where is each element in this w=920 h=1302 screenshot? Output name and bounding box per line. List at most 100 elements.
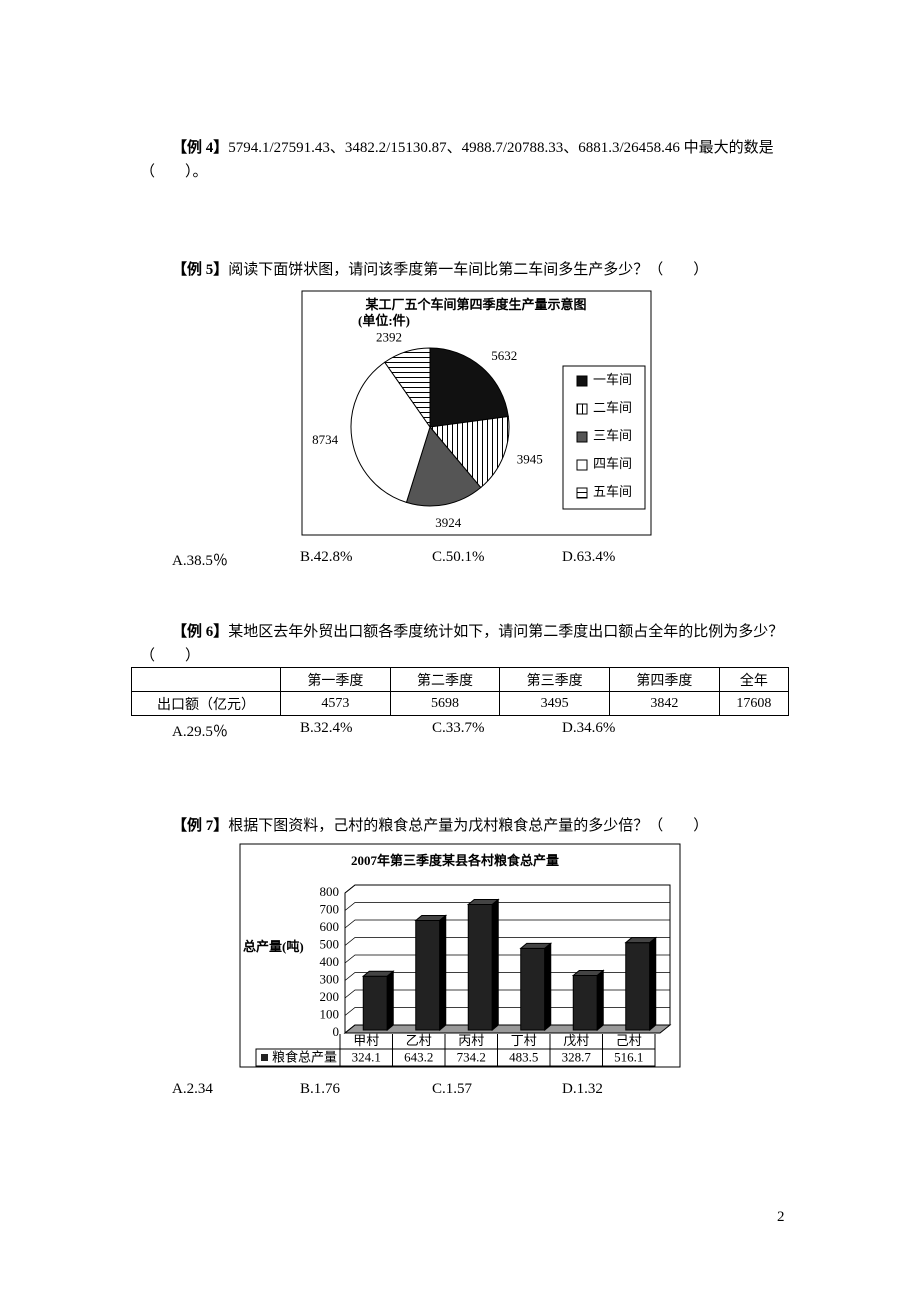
label: 【例 5】	[172, 262, 229, 278]
bar	[519, 942, 553, 1032]
label: 【例 7】	[172, 818, 229, 834]
example-7: 【例 7】根据下图资料，己村的粮食总产量为戊村粮食总产量的多少倍？（ ）	[172, 814, 708, 838]
bar-face	[625, 942, 651, 1031]
legend-label: 二车间	[593, 400, 632, 415]
example-5: 【例 5】阅读下面饼状图，请问该季度第一车间比第二车间多生产多少？（ ）	[172, 258, 708, 282]
x-tick-label: 丙村	[458, 1033, 484, 1048]
x-tick-label: 乙村	[406, 1033, 432, 1048]
data-label: 328.7	[562, 1049, 592, 1064]
bar	[361, 970, 395, 1032]
y-tick-label: 800	[320, 884, 340, 899]
data-label: 643.2	[404, 1049, 433, 1064]
label: 【例 6】	[172, 624, 229, 640]
bar-face	[386, 970, 394, 1032]
pie-slice	[429, 347, 509, 428]
bar	[571, 969, 605, 1032]
question: 根据下图资料，己村的粮食总产量为戊村粮食总产量的多少倍？（ ）	[228, 818, 709, 834]
header-cell: 第一季度	[280, 667, 391, 692]
question: 5794.1/27591.43、3482.2/15130.87、4988.7/2…	[140, 140, 774, 180]
data-row: 出口额（亿元） 4573 5698 3495 3842 17608	[131, 691, 790, 716]
data-label: 8734	[312, 432, 339, 447]
chart-subtitle: (单位:件)	[358, 313, 410, 328]
grid-line	[344, 954, 670, 964]
bar	[466, 898, 500, 1032]
bar	[414, 914, 448, 1032]
bar-face	[520, 947, 546, 1031]
option: A.2.34	[172, 1081, 213, 1097]
y-tick-label: 700	[320, 901, 340, 916]
cell: 17608	[718, 691, 790, 716]
bar-face	[649, 936, 657, 1032]
header-cell: 第三季度	[499, 667, 611, 692]
option: A.38.5％	[172, 553, 228, 569]
data-label: 5632	[491, 348, 517, 363]
grid-line	[344, 884, 670, 894]
header-cell: 第二季度	[389, 667, 501, 692]
y-tick-label: 400	[320, 954, 340, 969]
y-tick-label: 300	[320, 971, 340, 986]
option: A.29.5％	[172, 724, 228, 740]
y-tick-label: 600	[320, 919, 340, 934]
option: B.1.76	[300, 1081, 341, 1097]
bar-face	[415, 919, 441, 1031]
question: 某地区去年外贸出口额各季度统计如下，请问第二季度出口额占全年的比例为多少？（ ）	[140, 624, 784, 664]
bar-face	[439, 914, 447, 1032]
option: D.34.6%	[562, 720, 616, 736]
bar-frame	[239, 843, 681, 1068]
x-tick-label: 甲村	[353, 1033, 379, 1048]
data-label: 516.1	[614, 1049, 643, 1064]
example-6: 【例 6】某地区去年外贸出口额各季度统计如下，请问第二季度出口额占全年的比例为多…	[140, 620, 785, 668]
page-number: 2	[777, 1209, 785, 1225]
option: C.1.57	[432, 1081, 473, 1097]
legend-label: 一车间	[593, 372, 632, 387]
data-label: 2392	[376, 329, 402, 344]
x-tick-label: 戊村	[563, 1033, 589, 1048]
chart-title: 2007年第三季度某县各村粮食总产量	[351, 853, 559, 868]
cell: 3842	[609, 691, 720, 716]
legend-label: 四车间	[593, 456, 632, 471]
y-tick-label: 200	[320, 989, 340, 1004]
data-label: 3945	[517, 452, 543, 467]
pie-slice	[429, 415, 510, 489]
header-cell: 第四季度	[609, 667, 720, 692]
option: C.33.7%	[432, 720, 485, 736]
option: B.42.8%	[300, 549, 353, 565]
data-label: 483.5	[509, 1049, 538, 1064]
cell: 3495	[499, 691, 611, 716]
bar-face	[596, 969, 604, 1032]
example-4: 【例 4】5794.1/27591.43、3482.2/15130.87、498…	[140, 136, 785, 184]
option: C.50.1%	[432, 549, 485, 565]
legend-swatch	[576, 375, 588, 387]
grid-line	[344, 937, 670, 946]
grid-line	[344, 902, 670, 911]
header-cell: 全年	[718, 667, 790, 692]
pie-frame	[301, 290, 652, 536]
export-table: 第一季度 第二季度 第三季度 第四季度 全年 出口额（亿元） 4573 5698…	[131, 667, 790, 716]
cell: 5698	[389, 691, 501, 716]
data-label: 3924	[435, 515, 462, 530]
legend-label: 粮食总产量	[272, 1049, 337, 1064]
grid-line	[344, 919, 670, 929]
floor	[343, 1024, 672, 1034]
legend-swatch	[576, 431, 588, 443]
pie-slice	[405, 425, 482, 507]
bar-face	[362, 975, 388, 1031]
y-tick-label: 500	[320, 936, 340, 951]
grid-line	[344, 1007, 670, 1016]
data-label: 324.1	[352, 1049, 381, 1064]
legend-label: 五车间	[593, 484, 632, 499]
grid-line	[344, 972, 670, 981]
data-label: 734.2	[457, 1049, 486, 1064]
option: D.63.4%	[562, 549, 616, 565]
legend-swatch	[576, 403, 588, 415]
legend-label: 三车间	[593, 428, 632, 443]
bar	[624, 936, 658, 1032]
legend-swatch	[576, 459, 588, 471]
header-row: 第一季度 第二季度 第三季度 第四季度 全年	[131, 667, 790, 692]
bar-face	[572, 974, 598, 1031]
y-axis-label: 总产量(吨)	[243, 939, 304, 954]
corner-cell	[131, 667, 281, 692]
pie-slice	[384, 347, 431, 429]
